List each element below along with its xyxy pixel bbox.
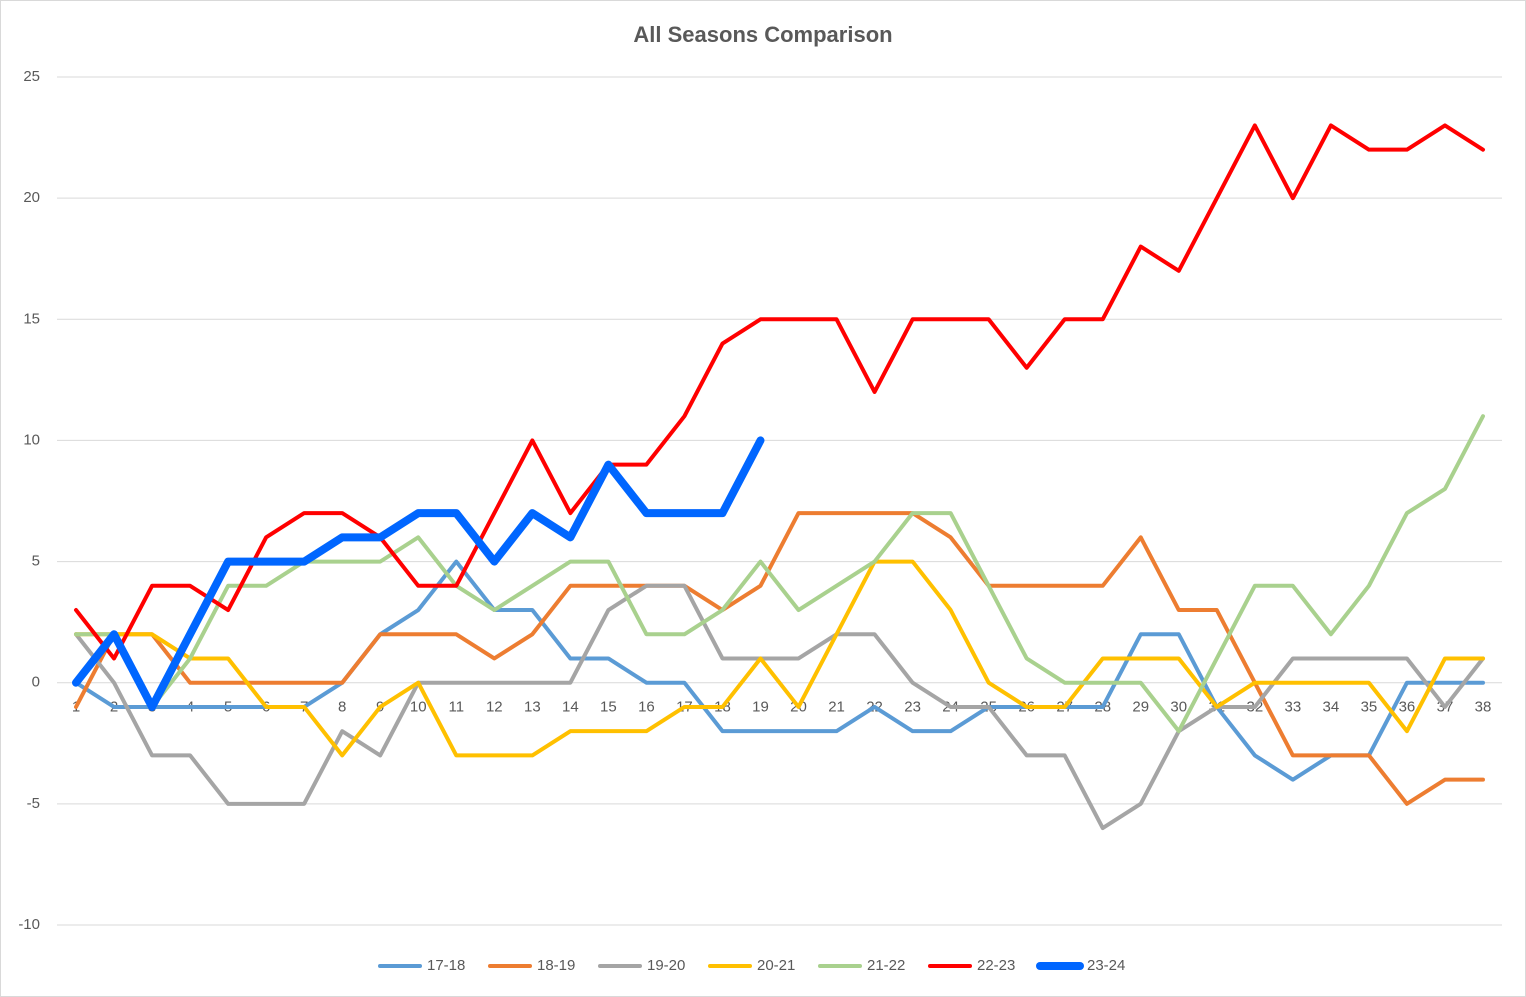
legend-label: 17-18 — [427, 957, 465, 974]
x-tick-label: 38 — [1475, 699, 1492, 716]
x-tick-label: 16 — [638, 699, 655, 716]
y-tick-label: 20 — [23, 189, 40, 206]
x-tick-label: 11 — [448, 699, 464, 716]
chart-title: All Seasons Comparison — [633, 22, 892, 47]
x-tick-label: 23 — [904, 699, 921, 716]
y-tick-label: 15 — [23, 310, 40, 327]
x-tick-label: 8 — [338, 699, 346, 716]
x-tick-label: 14 — [562, 699, 579, 716]
y-tick-label: 25 — [23, 68, 40, 85]
y-tick-label: -10 — [18, 916, 40, 933]
x-tick-label: 36 — [1399, 699, 1416, 716]
y-tick-label: 5 — [32, 553, 40, 570]
x-tick-label: 30 — [1170, 699, 1187, 716]
x-tick-label: 12 — [486, 699, 503, 716]
x-tick-label: 34 — [1323, 699, 1340, 716]
x-tick-label: 35 — [1361, 699, 1378, 716]
series-line — [74, 583, 1485, 831]
x-tick-label: 15 — [600, 699, 617, 716]
legend-label: 19-20 — [647, 957, 685, 974]
y-tick-label: 0 — [32, 674, 40, 691]
x-tick-label: 13 — [524, 699, 541, 716]
legend-label: 22-23 — [977, 957, 1015, 974]
legend-label: 23-24 — [1087, 957, 1125, 974]
series-line — [74, 123, 1485, 661]
legend-label: 20-21 — [757, 957, 795, 974]
legend-label: 18-19 — [537, 957, 575, 974]
x-tick-label: 33 — [1285, 699, 1302, 716]
x-tick-label: 29 — [1132, 699, 1149, 716]
x-tick-label: 21 — [828, 699, 845, 716]
series-line — [74, 511, 1485, 806]
y-tick-label: -5 — [27, 795, 40, 812]
series-line — [74, 559, 1485, 758]
legend-label: 21-22 — [867, 957, 905, 974]
y-tick-label: 10 — [23, 431, 40, 448]
x-tick-label: 10 — [410, 699, 427, 716]
series-line — [72, 436, 765, 711]
x-tick-label: 19 — [752, 699, 769, 716]
series-line — [74, 559, 1485, 782]
